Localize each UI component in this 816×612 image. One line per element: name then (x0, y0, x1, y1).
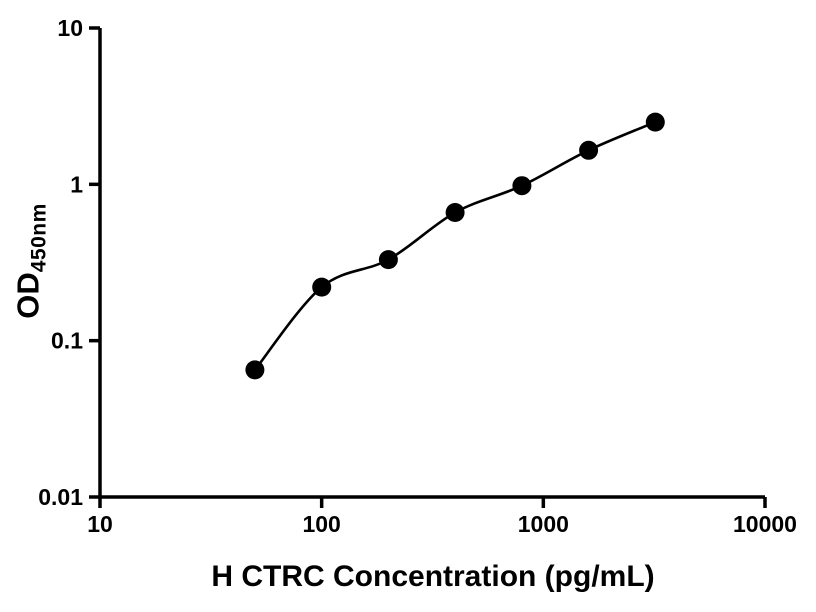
y-tick-label: 1 (70, 171, 83, 197)
data-point (445, 203, 465, 222)
y-axis-title-subscript: 450nm (27, 203, 51, 273)
data-point (245, 360, 265, 380)
fit-curve (253, 120, 656, 371)
axes (98, 28, 765, 499)
x-axis-title: H CTRC Concentration (pg/mL) (211, 560, 655, 593)
data-point (645, 112, 665, 132)
y-tick-label: 0.1 (51, 328, 83, 354)
data-point (512, 176, 532, 196)
x-tick-label: 1000 (518, 511, 569, 537)
x-tick-label: 100 (302, 511, 340, 537)
data-point (579, 140, 599, 160)
y-tick-label: 10 (57, 15, 83, 41)
data-point (378, 250, 398, 270)
y-axis-title: OD450nm (11, 203, 52, 319)
y-axis-title-main: OD (10, 272, 46, 319)
data-point (312, 277, 332, 297)
x-tick-label: 10 (87, 511, 113, 537)
x-tick-label: 10000 (733, 511, 797, 537)
y-tick-label: 0.01 (38, 484, 83, 510)
